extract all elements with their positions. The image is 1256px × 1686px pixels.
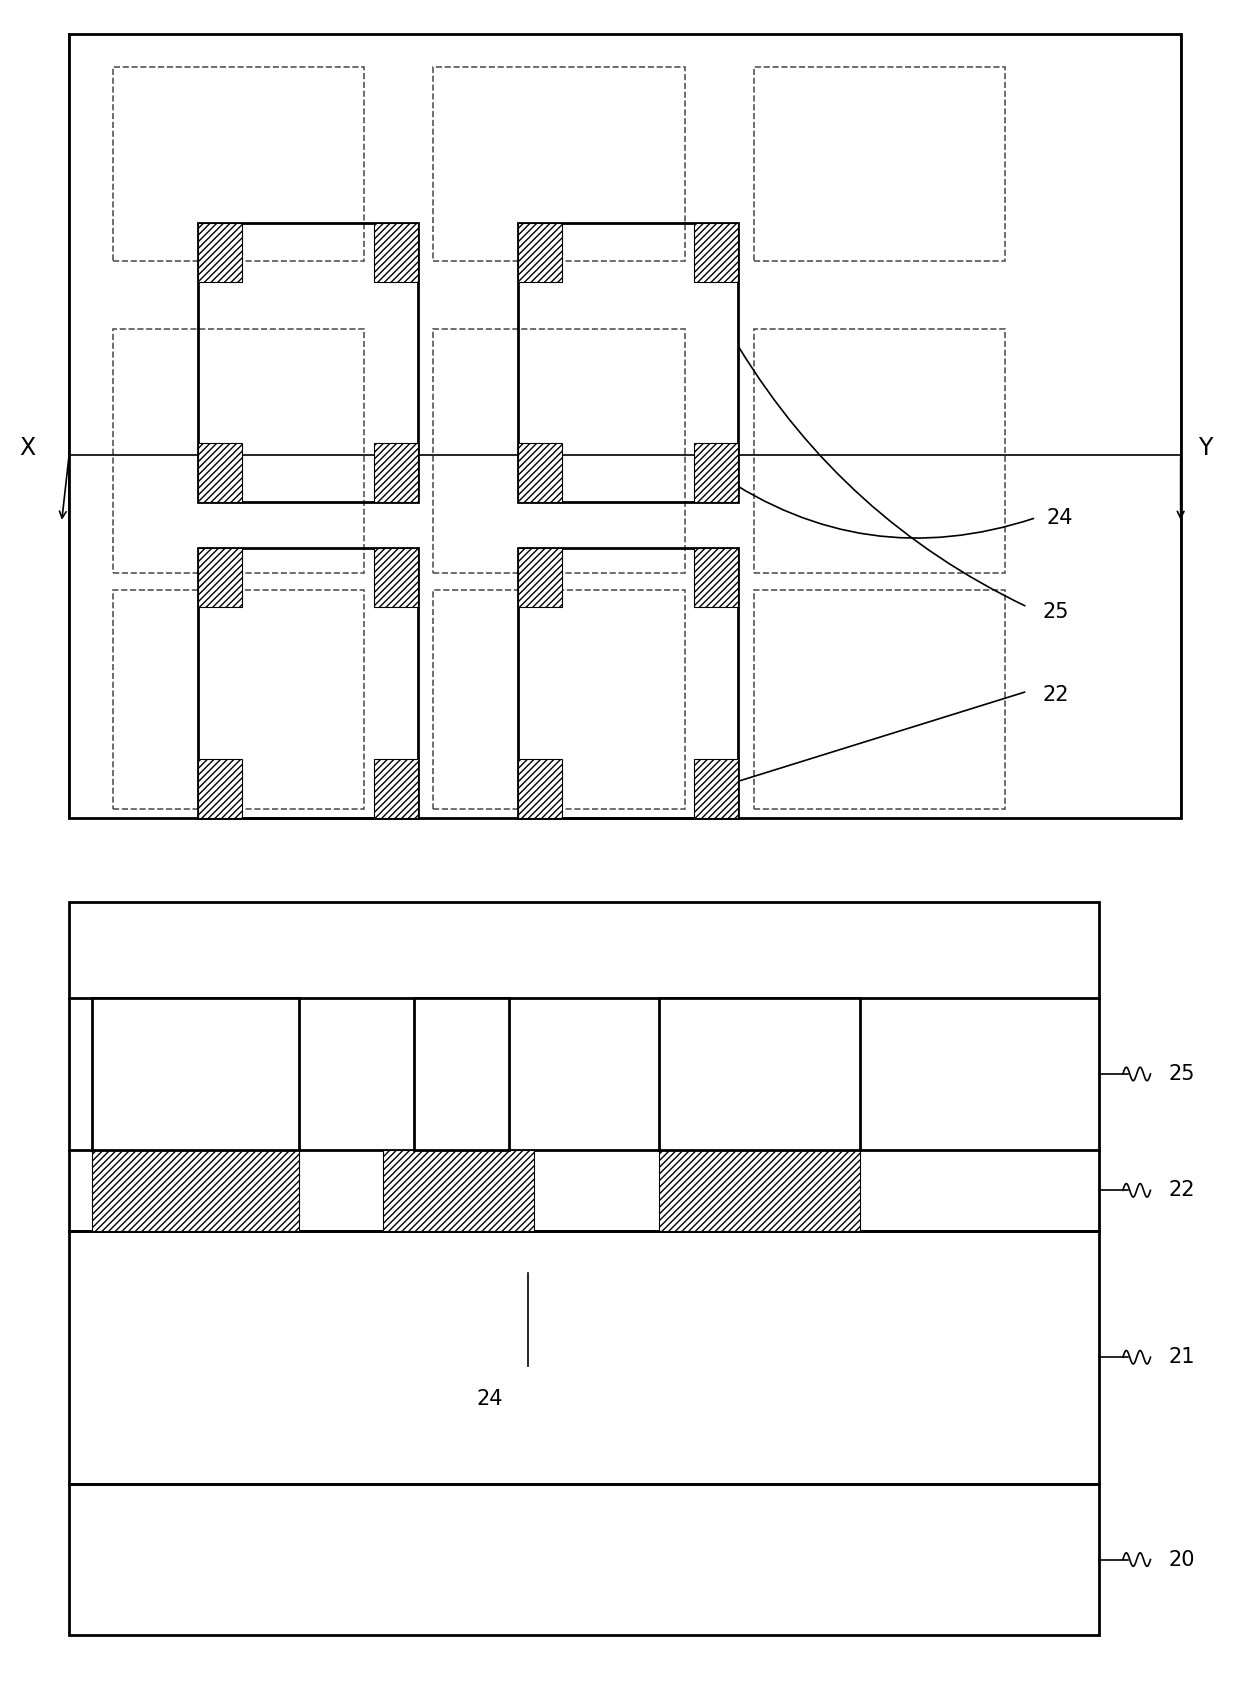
Text: 22: 22 [1042, 685, 1069, 705]
Bar [754, 67, 1005, 261]
Bar [92, 998, 299, 1150]
Text: 25: 25 [1168, 1064, 1194, 1084]
Bar [113, 590, 364, 809]
Bar [374, 223, 417, 282]
Bar [92, 1150, 299, 1231]
Bar [754, 329, 1005, 573]
Text: 20: 20 [1168, 1549, 1194, 1570]
Bar [433, 590, 685, 809]
Bar [113, 67, 364, 261]
Bar [433, 67, 685, 261]
Bar [69, 902, 1099, 1635]
Bar [198, 223, 241, 282]
Bar [198, 548, 241, 607]
Bar [693, 759, 737, 818]
Bar [519, 223, 739, 502]
Bar [69, 34, 1181, 818]
Bar [198, 442, 241, 502]
Bar [414, 998, 509, 1150]
Bar [374, 442, 417, 502]
Bar [198, 223, 417, 502]
Bar [198, 548, 417, 818]
Bar [374, 759, 417, 818]
Text: 22: 22 [1168, 1180, 1194, 1200]
Bar [383, 1150, 534, 1231]
Bar [374, 548, 417, 607]
Bar [519, 223, 563, 282]
Text: Y: Y [1198, 437, 1213, 460]
Bar [519, 548, 563, 607]
Bar [519, 759, 563, 818]
Bar [519, 548, 739, 818]
Bar [693, 442, 737, 502]
Bar [198, 759, 241, 818]
Bar [113, 329, 364, 573]
Text: X: X [20, 437, 35, 460]
Text: 21: 21 [1168, 1347, 1194, 1367]
Bar [659, 1150, 860, 1231]
Bar [754, 590, 1005, 809]
Text: 24: 24 [1046, 507, 1073, 528]
Bar [693, 548, 737, 607]
Text: 24: 24 [476, 1389, 504, 1409]
Bar [693, 223, 737, 282]
Text: 25: 25 [1042, 602, 1069, 622]
Bar [433, 329, 685, 573]
Bar [519, 442, 563, 502]
Bar [659, 998, 860, 1150]
